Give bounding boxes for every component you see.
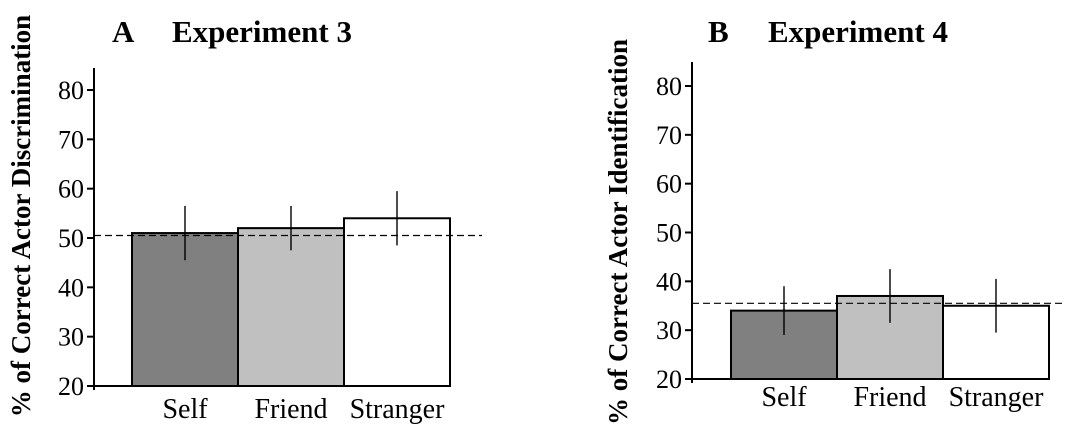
panel-b-plot: 20 30 40 50 60 70 80 Self Friend Stranger (656, 62, 1066, 413)
panel-a-y-tick-label: 20 (58, 372, 84, 401)
panel-a-y-tick-label: 60 (58, 175, 84, 204)
panel-a-y-tick-label: 80 (58, 76, 84, 105)
panel-a-category-label: Friend (254, 394, 327, 424)
panel-a-y-tick-label: 50 (58, 224, 84, 253)
panel-b-y-axis-label: % of Correct Actor Identification (603, 39, 633, 424)
panel-a-y-axis-label: % of Correct Actor Discrimination (6, 15, 36, 417)
panel-a-y-tick-label: 40 (58, 273, 84, 302)
panel-b-y-tick-label: 20 (656, 365, 682, 394)
panel-b-y-tick-label: 30 (656, 316, 682, 345)
panel-b-category-label: Friend (853, 382, 926, 413)
panel-b-letter: B (708, 14, 729, 49)
panel-b-y-tick-label: 40 (656, 267, 682, 296)
panel-b-category-label: Self (761, 382, 807, 413)
panel-b-y-tick-label: 50 (656, 219, 682, 248)
panel-a-letter: A (112, 14, 135, 49)
panel-b-y-tick-label: 80 (656, 72, 682, 101)
panel-a-bar-friend (237, 227, 345, 387)
panel-a-category-label: Self (162, 394, 208, 424)
panel-a-bar-stranger (343, 217, 451, 387)
panel-a-y-tick-label: 70 (58, 125, 84, 154)
panel-b: B Experiment 4 % of Correct Actor Identi… (603, 14, 1066, 424)
panel-b-title: Experiment 4 (768, 14, 948, 49)
panel-a-plot: 20 30 40 50 60 70 80 Self Friend Stranger (58, 68, 482, 424)
panel-a-category-label: Stranger (350, 394, 446, 424)
panel-a: A Experiment 3 % of Correct Actor Discri… (6, 14, 482, 424)
panel-a-title: Experiment 3 (172, 14, 352, 49)
panel-a-y-tick-label: 30 (58, 323, 84, 352)
panel-b-category-label: Stranger (949, 382, 1045, 413)
panel-b-y-tick-label: 60 (656, 170, 682, 199)
panel-b-y-tick-label: 70 (656, 121, 682, 150)
